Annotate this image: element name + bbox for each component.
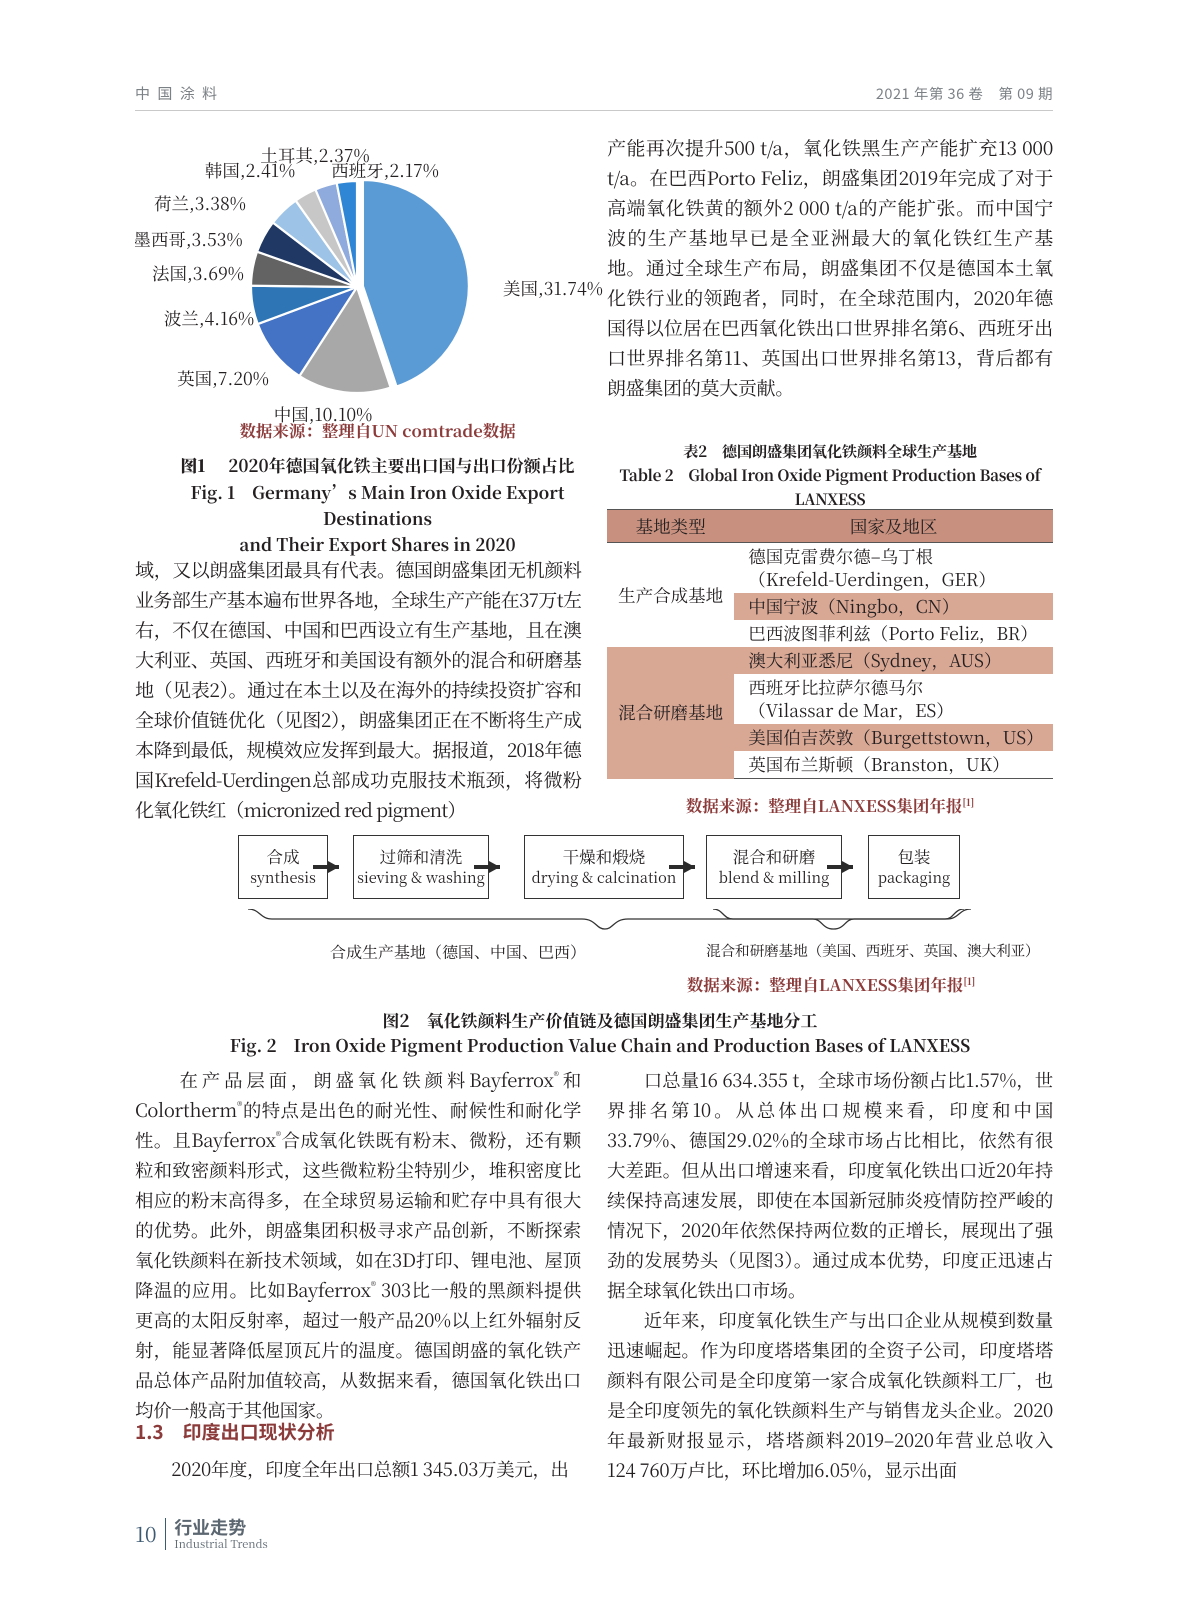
svg-text:墨西哥,3.53%: 墨西哥,3.53% [135,227,243,252]
svg-text:波兰,4.16%: 波兰,4.16% [164,306,254,331]
svg-text:荷兰,3.38%: 荷兰,3.38% [154,191,246,216]
svg-text:西班牙,2.17%: 西班牙,2.17% [331,158,439,183]
svg-text:英国,7.20%: 英国,7.20% [177,366,269,391]
svg-text:美国,31.74%: 美国,31.74% [503,276,603,301]
svg-text:法国,3.69%: 法国,3.69% [152,261,244,286]
